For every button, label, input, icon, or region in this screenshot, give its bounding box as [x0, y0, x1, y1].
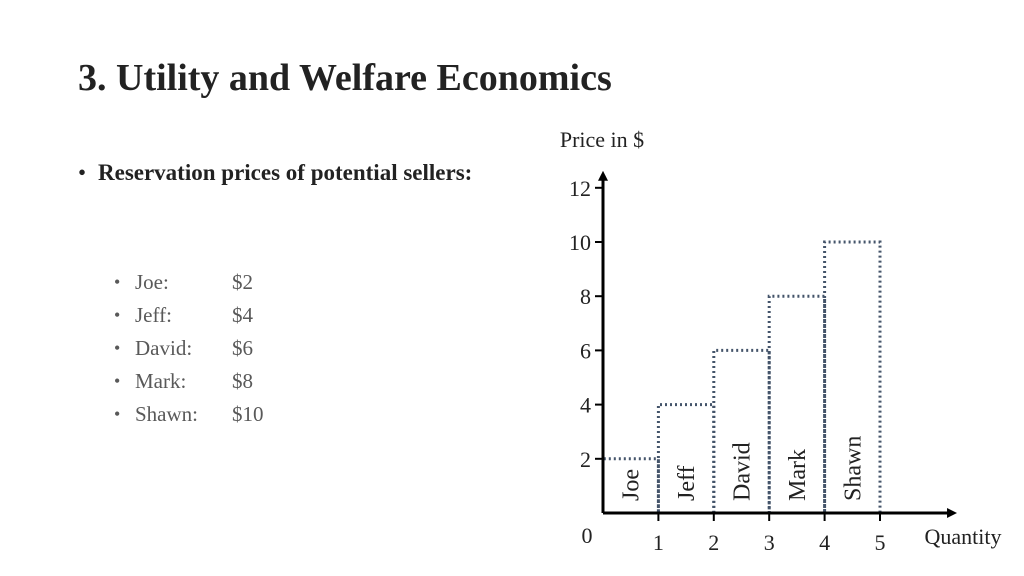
x-tick-label: 5 [875, 530, 886, 555]
seller-name: Shawn: [135, 402, 198, 426]
bar-david [712, 348, 771, 513]
seller-price: $6 [232, 336, 253, 360]
bar-joe [601, 457, 660, 513]
y-tick-label: 12 [569, 176, 591, 201]
y-tick-label: 4 [580, 393, 591, 418]
bullet-dot: • [114, 404, 121, 424]
bar-mark [767, 294, 827, 513]
bullet-dot: • [114, 305, 121, 325]
bar-label: David [730, 442, 756, 501]
main-bullet: • Reservation prices of potential seller… [78, 156, 498, 190]
bullet-dot: • [78, 160, 87, 185]
origin-label: 0 [582, 523, 593, 548]
seller-price: $10 [232, 402, 264, 426]
y-tick-label: 2 [580, 447, 591, 472]
seller-price: $4 [232, 303, 253, 327]
seller-name: Jeff: [135, 303, 172, 327]
main-bullet-text: Reservation prices of potential sellers: [98, 160, 473, 185]
y-tick-label: 10 [569, 230, 591, 255]
y-axis-label: Price in $ [560, 127, 644, 152]
seller-name: Mark: [135, 369, 187, 393]
bullet-dot: • [114, 338, 121, 358]
bar-label: Shawn [840, 436, 866, 501]
x-axis-label: Quantity [925, 524, 1002, 549]
y-tick-label: 6 [580, 338, 591, 363]
seller-price: $2 [232, 270, 253, 294]
bar-label: Joe [619, 469, 645, 501]
bullet-dot: • [114, 272, 121, 292]
x-tick-label: 1 [653, 530, 664, 555]
seller-price: $8 [232, 369, 253, 393]
bar-label: Jeff [674, 465, 700, 501]
bullet-dot: • [114, 371, 121, 391]
bar-label: Mark [785, 449, 811, 501]
seller-name: David: [135, 336, 193, 360]
bar-shawn [823, 240, 882, 513]
y-tick-label: 8 [580, 284, 591, 309]
x-tick-label: 3 [764, 530, 775, 555]
x-tick-label: 2 [708, 530, 719, 555]
x-tick-label: 4 [819, 530, 830, 555]
seller-name: Joe: [135, 270, 169, 294]
slide-title: 3. Utility and Welfare Economics [78, 57, 612, 99]
bar-jeff [656, 403, 716, 513]
